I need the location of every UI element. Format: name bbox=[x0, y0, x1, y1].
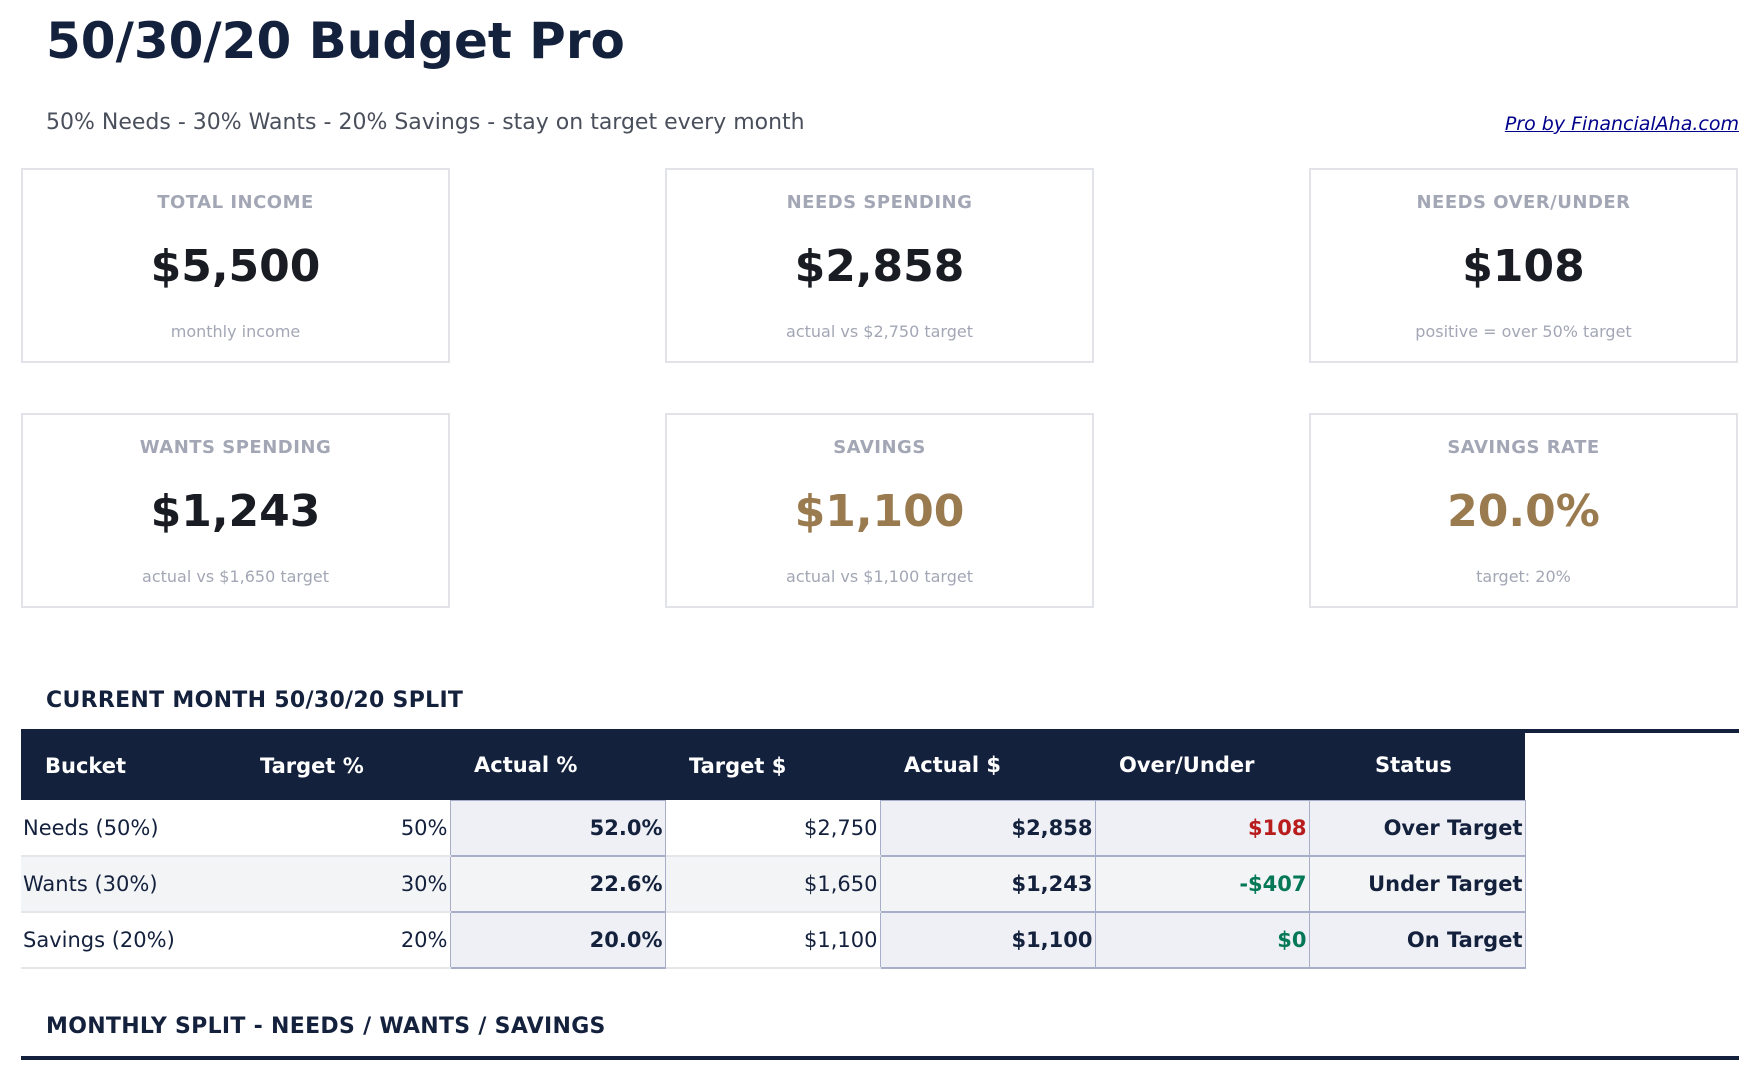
section-heading-monthly: MONTHLY SPLIT - NEEDS / WANTS / SAVINGS bbox=[46, 1014, 606, 1039]
cell-actual-amount: $2,858 bbox=[879, 799, 1096, 857]
cell-bucket: Savings (20%) bbox=[21, 912, 236, 969]
cell-actual-pct: 52.0% bbox=[449, 799, 666, 857]
column-header: Target $ bbox=[665, 731, 880, 800]
column-header: Actual % bbox=[450, 731, 665, 800]
card-note: positive = over 50% target bbox=[1415, 322, 1632, 341]
card-note: actual vs $2,750 target bbox=[786, 322, 973, 341]
cell-status: Under Target bbox=[1308, 855, 1526, 913]
cell-actual-amount: $1,243 bbox=[879, 855, 1096, 913]
cell-target-amount: $2,750 bbox=[665, 800, 880, 857]
card-savings-rate: SAVINGS RATE 20.0% target: 20% bbox=[1309, 413, 1738, 608]
card-needs-over-under: NEEDS OVER/UNDER $108 positive = over 50% … bbox=[1309, 168, 1738, 363]
table-row: Needs (50%) 50% 52.0% $2,750 $2,858 $108… bbox=[21, 799, 1526, 857]
card-value: 20.0% bbox=[1447, 486, 1600, 537]
section-heading-split: CURRENT MONTH 50/30/20 SPLIT bbox=[46, 688, 464, 713]
column-header: Bucket bbox=[21, 731, 236, 800]
card-note: target: 20% bbox=[1476, 567, 1571, 586]
column-header: Actual $ bbox=[880, 731, 1095, 800]
split-table: Bucket Target % Actual % Target $ Actual… bbox=[21, 731, 1526, 969]
card-note: actual vs $1,100 target bbox=[786, 567, 973, 586]
card-needs-spending: NEEDS SPENDING $2,858 actual vs $2,750 tar… bbox=[665, 168, 1094, 363]
card-note: monthly income bbox=[170, 322, 301, 341]
card-label: NEEDS OVER/UNDER bbox=[1416, 192, 1631, 213]
cell-actual-pct: 20.0% bbox=[449, 911, 666, 969]
section-divider bbox=[21, 1056, 1739, 1060]
card-label: SAVINGS bbox=[833, 437, 926, 458]
table-row: Savings (20%) 20% 20.0% $1,100 $1,100 $0… bbox=[21, 911, 1526, 969]
card-value: $1,243 bbox=[150, 486, 321, 537]
page-title: 50/30/20 Budget Pro bbox=[46, 12, 625, 70]
cell-target-pct: 20% bbox=[236, 912, 450, 969]
cell-target-amount: $1,650 bbox=[665, 856, 880, 913]
card-total-income: TOTAL INCOME $5,500 monthly income bbox=[21, 168, 450, 363]
card-value: $2,858 bbox=[794, 241, 965, 292]
financialaha-link[interactable]: Pro by FinancialAha.com bbox=[1504, 113, 1739, 135]
card-wants-spending: WANTS SPENDING $1,243 actual vs $1,650 tar… bbox=[21, 413, 450, 608]
card-label: TOTAL INCOME bbox=[157, 192, 314, 213]
cell-status: On Target bbox=[1308, 911, 1526, 969]
card-label: NEEDS SPENDING bbox=[786, 192, 973, 213]
cell-actual-amount: $1,100 bbox=[879, 911, 1096, 969]
cell-bucket: Needs (50%) bbox=[21, 800, 236, 857]
cell-bucket: Wants (30%) bbox=[21, 856, 236, 913]
card-value: $5,500 bbox=[150, 241, 321, 292]
card-value: $1,100 bbox=[794, 486, 965, 537]
cell-status: Over Target bbox=[1308, 799, 1526, 857]
card-label: WANTS SPENDING bbox=[139, 437, 332, 458]
column-header: Status bbox=[1309, 731, 1525, 800]
cell-over-under: $108 bbox=[1094, 799, 1310, 857]
column-header: Over/Under bbox=[1095, 731, 1309, 800]
cell-target-pct: 30% bbox=[236, 856, 450, 913]
cell-over-under: $0 bbox=[1094, 911, 1310, 969]
card-note: actual vs $1,650 target bbox=[142, 567, 329, 586]
column-header: Target % bbox=[236, 731, 450, 800]
cell-target-amount: $1,100 bbox=[665, 912, 880, 969]
cell-target-pct: 50% bbox=[236, 800, 450, 857]
card-value: $108 bbox=[1462, 241, 1585, 292]
cell-over-under: -$407 bbox=[1094, 855, 1310, 913]
table-header-row: Bucket Target % Actual % Target $ Actual… bbox=[21, 731, 1525, 800]
card-savings: SAVINGS $1,100 actual vs $1,100 target bbox=[665, 413, 1094, 608]
card-label: SAVINGS RATE bbox=[1447, 437, 1600, 458]
cell-actual-pct: 22.6% bbox=[449, 855, 666, 913]
table-row: Wants (30%) 30% 22.6% $1,650 $1,243 -$40… bbox=[21, 855, 1526, 913]
page-subtitle: 50% Needs - 30% Wants - 20% Savings - st… bbox=[46, 110, 805, 135]
